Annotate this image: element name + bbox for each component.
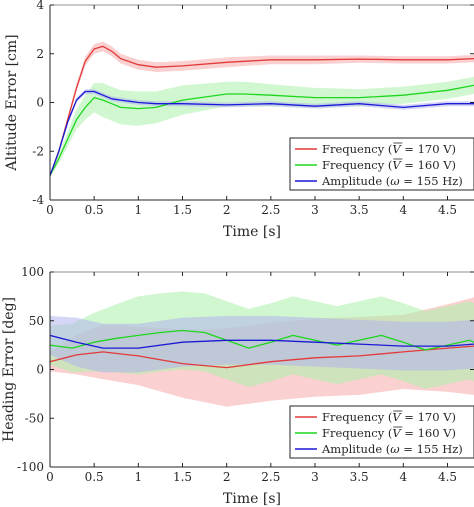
legend-entry-2: Frequency (V = 160 V) [322, 426, 456, 440]
x-tick-label: 3.5 [350, 203, 369, 217]
series-line-3 [50, 334, 474, 349]
x-axis-label: Time [s] [223, 224, 281, 240]
data-layer [50, 291, 474, 407]
y-tick-label: -2 [32, 144, 44, 158]
x-axis-label: Time [s] [223, 491, 281, 507]
x-tick-label: 1.5 [173, 203, 192, 217]
legend-entry-2: Frequency (V = 160 V) [322, 158, 456, 172]
data-layer [50, 41, 474, 177]
series-band-1 [50, 41, 474, 177]
x-tick-label: 0 [46, 203, 54, 217]
series-line-2 [50, 84, 474, 176]
y-tick-label: -4 [32, 193, 44, 207]
x-tick-label: 1 [135, 203, 143, 217]
y-tick-label: 0 [36, 363, 44, 377]
legend: Frequency (V = 170 V) Frequency (V = 160 … [289, 405, 474, 459]
x-tick-label: 2.5 [261, 470, 280, 484]
legend: Frequency (V = 170 V) Frequency (V = 160 … [289, 137, 474, 191]
y-tick-label: 4 [36, 0, 44, 12]
x-tick-label: 3.5 [350, 470, 369, 484]
legend-entry-3: Amplitude (ω = 155 Hz) [321, 174, 463, 188]
chart-2: 0 0.5 1 1.5 2 2.5 3 3.5 4 4.5 -100 -50 0 50 100 Time [s… [1, 265, 474, 507]
series-line-1 [50, 45, 474, 176]
x-tick-label: 2 [223, 470, 231, 484]
legend-entry-1: Frequency (V = 170 V) [322, 410, 456, 424]
y-tick-label: -100 [17, 460, 44, 474]
x-tick-label: 4.5 [438, 203, 457, 217]
y-tick-label: 0 [36, 96, 44, 110]
x-tick-label: 4.5 [438, 470, 457, 484]
chart-1: 0 0.5 1 1.5 2 2.5 3 3.5 4 4.5 -4 -2 0 2 4 Time [s] Altit… [4, 0, 474, 240]
y-tick-label: 2 [36, 47, 44, 61]
y-tick-label: -50 [25, 411, 44, 425]
x-tick-label: 3 [311, 470, 319, 484]
y-tick-label: 100 [21, 265, 44, 279]
y-axis-label: Heading Error [deg] [1, 297, 17, 442]
x-tick-label: 2 [223, 203, 231, 217]
x-tick-label: 1.5 [173, 470, 192, 484]
legend-box [289, 405, 474, 459]
x-tick-label: 0.5 [85, 470, 104, 484]
series-line-1 [50, 345, 474, 369]
x-tick-label: 2.5 [261, 203, 280, 217]
x-tick-label: 4 [400, 203, 408, 217]
x-tick-label: 4 [400, 470, 408, 484]
y-tick-label: 50 [29, 314, 44, 328]
legend-entry-1: Frequency (V = 170 V) [322, 142, 456, 156]
series-line-2 [50, 329, 474, 351]
x-tick-label: 3 [311, 203, 319, 217]
x-tick-label: 0.5 [85, 203, 104, 217]
legend-entry-3: Amplitude (ω = 155 Hz) [321, 442, 463, 456]
series-line-3 [50, 90, 474, 176]
x-tick-label: 0 [46, 470, 54, 484]
y-axis-label: Altitude Error [cm] [4, 34, 20, 171]
x-tick-label: 1 [135, 470, 143, 484]
legend-box [289, 137, 474, 191]
